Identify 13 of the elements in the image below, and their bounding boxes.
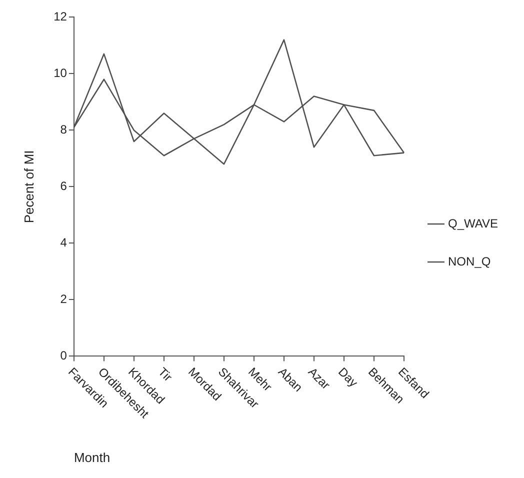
- x-tick-label: Azar: [306, 364, 333, 392]
- y-axis-title: Pecent of MI: [21, 150, 36, 224]
- y-tick-label: 10: [54, 66, 68, 80]
- legend-label: Q_WAVE: [448, 216, 498, 230]
- y-tick-label: 8: [60, 122, 68, 137]
- y-tick-label: 6: [60, 179, 68, 194]
- legend-label: NON_Q: [448, 254, 491, 268]
- y-tick-label: 0: [60, 348, 68, 363]
- y-tick-label: 2: [60, 292, 68, 306]
- x-axis-title: Month: [74, 450, 110, 465]
- y-tick-label: 12: [54, 10, 68, 24]
- x-tick-label: Day: [336, 364, 361, 390]
- y-tick-label: 4: [60, 236, 68, 250]
